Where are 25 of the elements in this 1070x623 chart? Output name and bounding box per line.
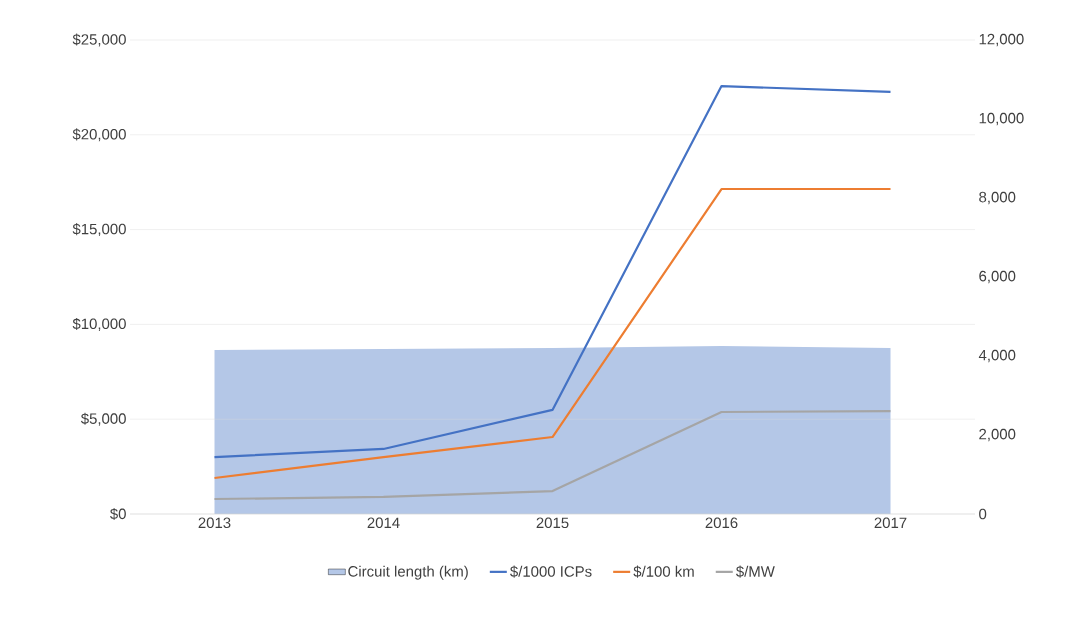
y-tick-label: $20,000 — [72, 128, 126, 142]
line-series — [213, 84, 892, 459]
x-tick-label: 2017 — [874, 517, 907, 529]
x-tick-label: 2015 — [536, 517, 569, 529]
y-tick-label: $25,000 — [72, 33, 126, 47]
y-tick-label: $10,000 — [72, 317, 126, 331]
x-tick-label: 2014 — [367, 517, 400, 529]
legend-label: Circuit length (km) — [348, 565, 468, 580]
x-tick-label: 2013 — [198, 517, 231, 529]
y2-tick-label: 12,000 — [979, 33, 1024, 47]
y2-tick-label: 8,000 — [979, 191, 1016, 205]
x-tick-label: 2016 — [705, 517, 738, 529]
line-series — [213, 409, 892, 501]
y2-tick-label: 10,000 — [979, 112, 1024, 126]
line-series — [213, 187, 892, 480]
y2-tick-label: 2,000 — [979, 428, 1016, 442]
y-tick-label: $15,000 — [72, 223, 126, 237]
legend-label: $/100 km — [633, 565, 694, 578]
y2-tick-label: 6,000 — [979, 270, 1016, 284]
y2-tick-label: 0 — [979, 508, 987, 520]
y-tick-label: $5,000 — [80, 412, 126, 426]
y-tick-label: $0 — [110, 507, 126, 521]
legend-label: $/MW — [736, 565, 775, 578]
legend-label: $/1000 ICPs — [510, 565, 592, 578]
y2-tick-label: 4,000 — [978, 349, 1016, 363]
